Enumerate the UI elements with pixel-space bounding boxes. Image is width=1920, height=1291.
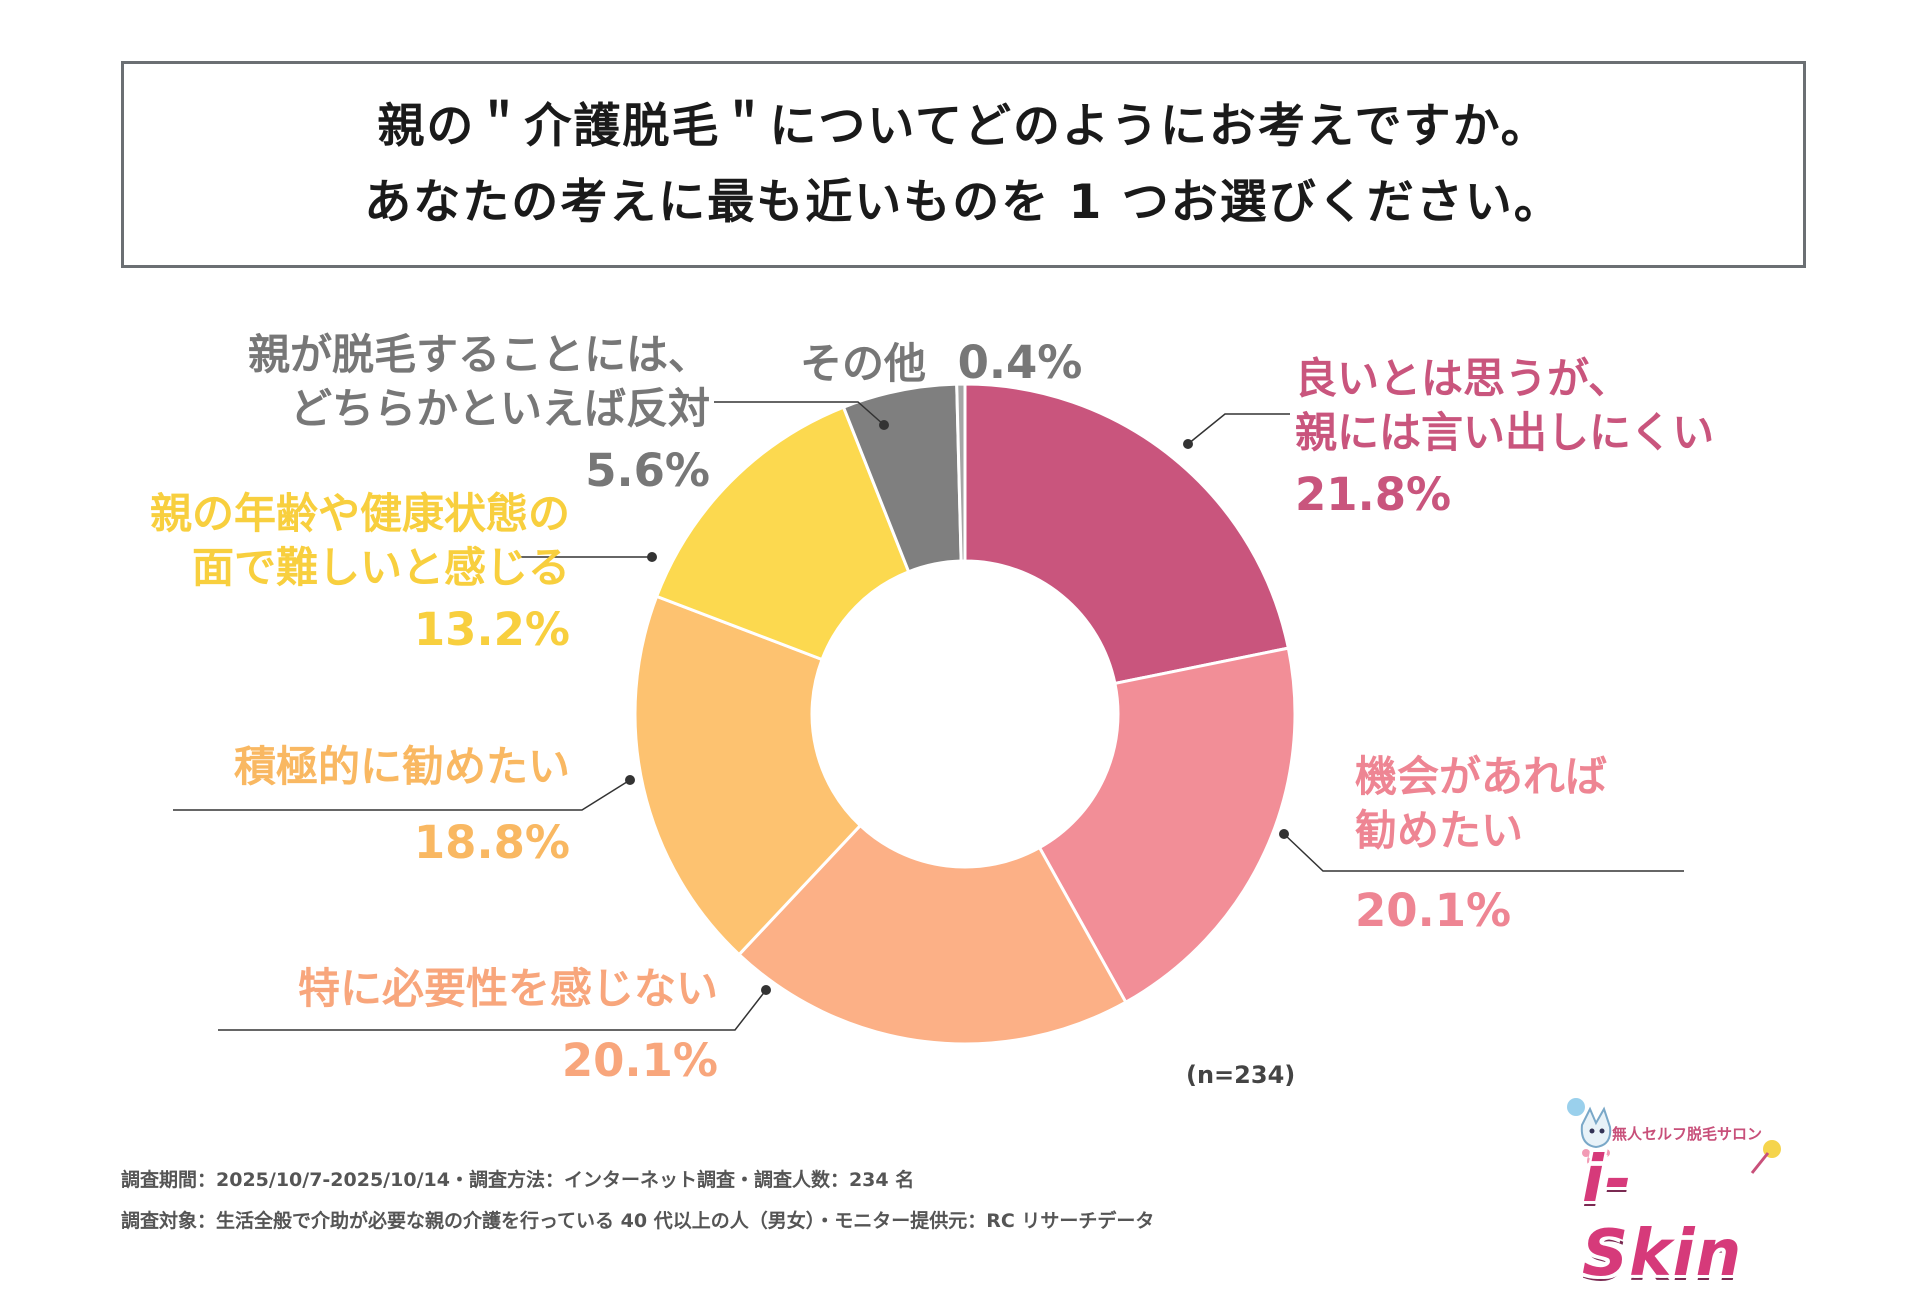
slice-label-6-line-1: その他: [800, 339, 927, 388]
slice-label-2-line-1: 特に必要性を感じない: [297, 964, 718, 1013]
donut-slice-1: [1037, 646, 1297, 1005]
slice-label-5-line-1: 親が脱毛することには、: [247, 330, 710, 379]
brand-logo: 無人セルフ脱毛サロン i-Skin: [1560, 1095, 1790, 1291]
slices-group: [633, 382, 1297, 1046]
slice-label-4-value: 13.2%: [413, 603, 570, 656]
slice-label-5-value: 5.6%: [585, 444, 710, 497]
slice-label-3: 積極的に勧めたい 18.8%: [120, 740, 570, 878]
slice-label-4: 親の年齢や健康状態の 面で難しいと感じる 13.2%: [120, 487, 570, 665]
slice-label-5: 親が脱毛することには、 どちらかといえば反対 5.6%: [120, 328, 710, 506]
slice-label-1-line-1: 機会があれば: [1355, 752, 1608, 801]
leader-dot-1: [1279, 829, 1289, 839]
title-line-1: 親の＂介護脱毛＂についてどのようにお考えですか。: [377, 98, 1550, 154]
slice-label-4-line-1: 親の年齢や健康状態の: [149, 489, 570, 538]
slice-label-3-line-1: 積極的に勧めたい: [233, 742, 570, 791]
slice-label-2-value: 20.1%: [561, 1034, 718, 1087]
slice-label-6-value: 0.4%: [957, 336, 1083, 389]
leader-line-3: [173, 779, 631, 811]
donut-slice-3: [633, 594, 863, 957]
slice-label-3-value: 18.8%: [413, 816, 570, 869]
slice-label-1-value: 20.1%: [1355, 884, 1512, 937]
slice-label-0-line-1: 良いとは思うが、: [1295, 354, 1631, 403]
slice-label-1: 機会があれば 勧めたい 20.1%: [1355, 750, 1607, 946]
leader-dot-5: [879, 420, 889, 430]
leader-line-2: [218, 989, 767, 1031]
sample-size-note: (n=234): [1186, 1061, 1296, 1089]
leader-lines-group: [173, 401, 1684, 1031]
slice-label-4-line-2: 面で難しいと感じる: [191, 543, 570, 592]
slice-label-0-value: 21.8%: [1295, 468, 1452, 521]
leader-dot-0: [1183, 439, 1193, 449]
footer-survey-info: 調査期間：2025/10/7-2025/10/14・調査方法：インターネット調査…: [121, 1169, 915, 1191]
slice-label-6: その他 0.4%: [800, 328, 1082, 398]
slice-label-0-line-2: 親には言い出しにくい: [1295, 408, 1715, 457]
slice-label-5-line-2: どちらかといえば反対: [289, 384, 710, 433]
wand-icon: [1750, 1140, 1781, 1174]
title-box: 親の＂介護脱毛＂についてどのようにお考えですか。 あなたの考えに最も近いものを …: [121, 61, 1806, 268]
footer-survey-target: 調査対象：生活全般で介助が必要な親の介護を行っている 40 代以上の人（男女）・…: [121, 1210, 1155, 1232]
donut-slice-2: [736, 823, 1128, 1046]
donut-slice-4: [654, 405, 911, 662]
leader-line-1: [1283, 833, 1684, 872]
slice-label-2: 特に必要性を感じない 20.1%: [233, 962, 718, 1096]
donut-slice-0: [963, 382, 1291, 686]
title-line-2: あなたの考えに最も近いものを 1 つお選びください。: [364, 174, 1563, 230]
leader-dot-3: [625, 775, 635, 785]
donut-slice-6: [955, 382, 967, 563]
leader-line-0: [1187, 413, 1290, 445]
slice-label-0: 良いとは思うが、 親には言い出しにくい 21.8%: [1295, 352, 1714, 530]
leader-dot-2: [761, 985, 771, 995]
leader-line-5: [714, 401, 885, 426]
leader-dots-group: [625, 420, 1289, 995]
cat-mascot-icon: [1567, 1098, 1612, 1170]
logo-wordmark: i-Skin: [1582, 1143, 1743, 1291]
slice-label-1-line-2: 勧めたい: [1355, 806, 1524, 855]
logo-tagline: 無人セルフ脱毛サロン: [1612, 1125, 1763, 1143]
leader-dot-4: [647, 552, 657, 562]
